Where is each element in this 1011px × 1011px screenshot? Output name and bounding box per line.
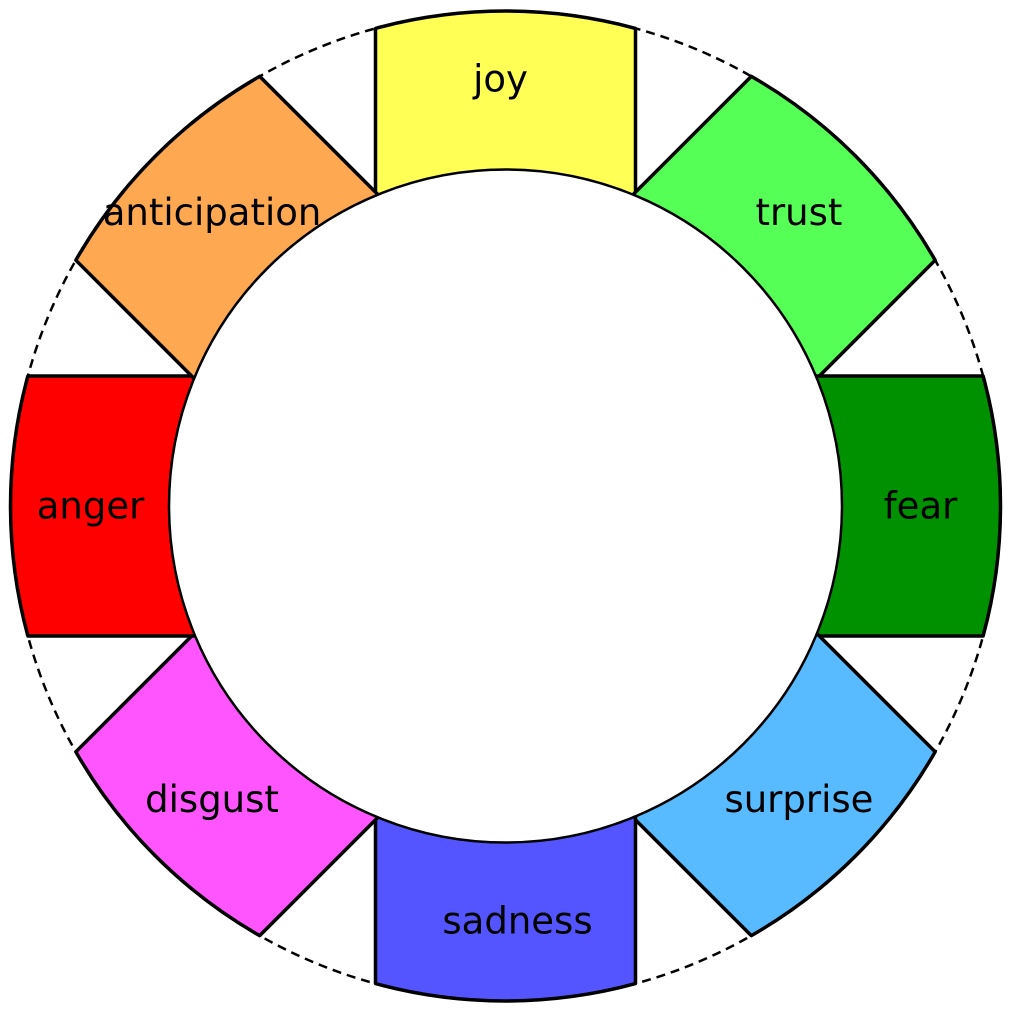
segment-anticipation: anticipation <box>74 74 381 381</box>
segment-anger-label: anger <box>37 485 145 528</box>
segment-fear: fear <box>813 374 1003 638</box>
segment-surprise-label: surprise <box>724 778 873 821</box>
segment-joy-label: joy <box>472 58 528 101</box>
segment-joy: joy <box>373 9 638 198</box>
segment-trust-label: trust <box>755 191 842 234</box>
segment-disgust-label: disgust <box>145 778 279 821</box>
segment-joy-shape <box>373 9 638 198</box>
segment-anger: anger <box>8 374 198 638</box>
segment-sadness: sadness <box>373 814 638 1003</box>
segment-fear-label: fear <box>884 485 958 528</box>
center-circle <box>168 169 843 843</box>
segment-anticipation-label: anticipation <box>103 191 322 234</box>
segment-sadness-label: sadness <box>442 900 592 943</box>
